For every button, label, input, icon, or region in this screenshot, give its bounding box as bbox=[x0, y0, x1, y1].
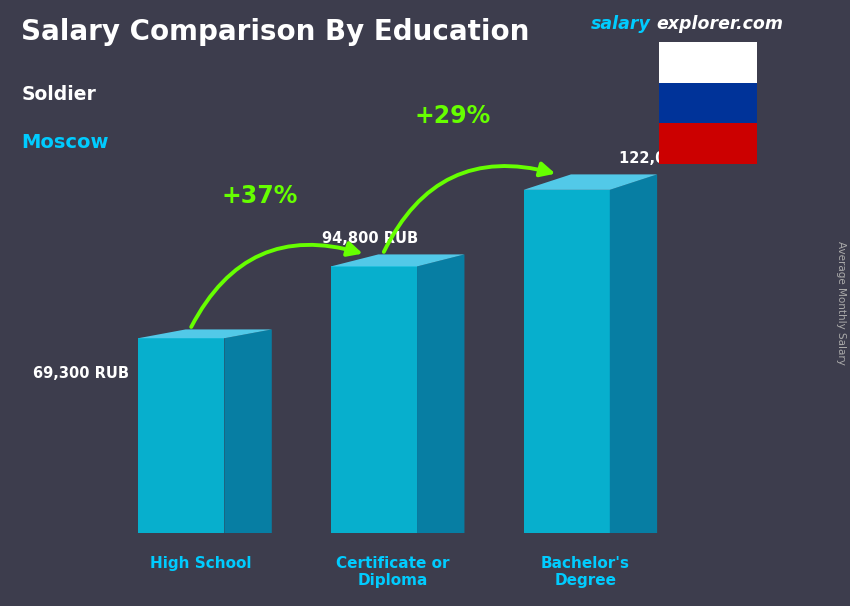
Text: +29%: +29% bbox=[414, 104, 490, 128]
Bar bbox=[659, 83, 756, 123]
Polygon shape bbox=[139, 330, 272, 338]
Text: Bachelor's
Degree: Bachelor's Degree bbox=[541, 556, 630, 588]
Polygon shape bbox=[139, 338, 224, 533]
Polygon shape bbox=[609, 175, 657, 533]
Text: Salary Comparison By Education: Salary Comparison By Education bbox=[21, 18, 530, 46]
Polygon shape bbox=[417, 255, 464, 533]
Text: 122,000 RUB: 122,000 RUB bbox=[619, 151, 725, 166]
Text: Moscow: Moscow bbox=[21, 133, 109, 152]
Polygon shape bbox=[524, 190, 609, 533]
Polygon shape bbox=[331, 267, 417, 533]
Polygon shape bbox=[224, 330, 272, 533]
Text: 94,800 RUB: 94,800 RUB bbox=[322, 231, 418, 246]
Text: Average Monthly Salary: Average Monthly Salary bbox=[836, 241, 846, 365]
Polygon shape bbox=[524, 175, 657, 190]
Text: +37%: +37% bbox=[221, 184, 298, 208]
Text: salary: salary bbox=[591, 15, 650, 33]
Text: Certificate or
Diploma: Certificate or Diploma bbox=[337, 556, 450, 588]
Text: 69,300 RUB: 69,300 RUB bbox=[33, 366, 129, 381]
Text: explorer.com: explorer.com bbox=[656, 15, 783, 33]
Text: High School: High School bbox=[150, 556, 251, 571]
Polygon shape bbox=[331, 255, 464, 267]
Text: Soldier: Soldier bbox=[21, 85, 96, 104]
Bar bbox=[659, 42, 756, 83]
Bar bbox=[659, 123, 756, 164]
